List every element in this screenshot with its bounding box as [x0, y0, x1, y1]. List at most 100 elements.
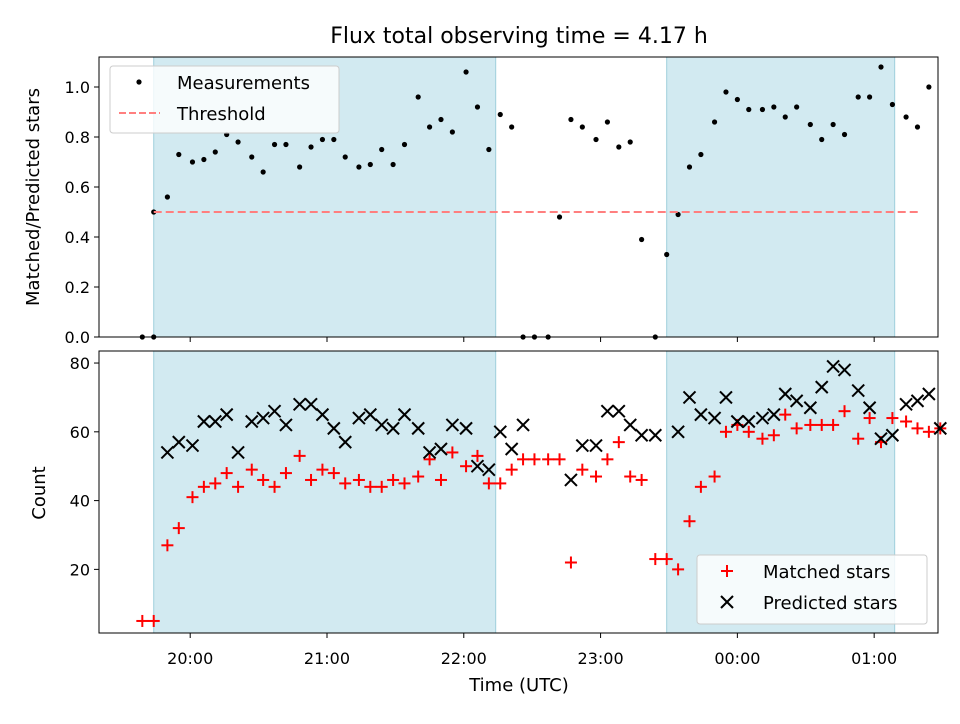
measurements-point	[819, 136, 825, 143]
matched-stars-point	[197, 480, 210, 493]
measurements-point	[379, 146, 385, 153]
predicted-stars-point	[304, 397, 318, 412]
predicted-stars-point	[648, 428, 663, 442]
measurements-point	[486, 146, 492, 153]
measurements-point	[914, 124, 921, 130]
measurements-point	[593, 136, 599, 143]
matched-stars-point	[719, 425, 732, 438]
measurements-point	[401, 141, 408, 148]
predicted-stars-point	[397, 407, 412, 422]
measurements-point	[474, 104, 481, 110]
x-tick-label: 01:00	[851, 649, 897, 668]
matched-stars-point	[446, 446, 459, 459]
legend-predicted-marker	[720, 595, 734, 609]
matched-stars-point	[815, 418, 828, 431]
measurements-point	[556, 214, 563, 220]
predicted-stars-point	[292, 397, 307, 412]
measurements-point	[759, 106, 766, 113]
measurements-point	[235, 139, 241, 145]
predicted-stars-point	[374, 418, 389, 432]
measurements-point	[723, 89, 729, 95]
measurements-point	[627, 139, 633, 145]
matched-stars-point	[553, 453, 566, 466]
matched-stars-point	[576, 463, 589, 476]
predicted-stars-point	[815, 380, 829, 394]
predicted-stars-point	[922, 387, 936, 401]
top-y-tick-label: 1.0	[65, 78, 90, 97]
predicted-stars-point	[778, 387, 792, 401]
predicted-stars-point	[434, 442, 448, 456]
measurements-point	[509, 124, 515, 130]
matched-stars-point	[635, 473, 648, 486]
predicted-stars-point	[719, 390, 733, 405]
measurements-point	[212, 149, 218, 155]
matched-stars-point	[186, 491, 199, 504]
predicted-stars-point	[231, 445, 245, 460]
measurements-point	[734, 96, 740, 103]
top-y-tick-label: 0.8	[65, 128, 90, 147]
predicted-stars-point	[327, 421, 341, 436]
matched-stars-point	[922, 425, 935, 438]
matched-stars-point	[161, 539, 174, 552]
matched-stars-point	[482, 477, 495, 490]
measurements-point	[463, 69, 469, 75]
measurements-point	[841, 131, 848, 138]
predicted-stars-point	[707, 411, 722, 425]
matched-stars-point	[911, 422, 924, 435]
predicted-stars-point	[352, 411, 366, 425]
predicted-stars-point	[386, 421, 400, 436]
predicted-stars-point	[256, 411, 270, 425]
matched-stars-point	[209, 477, 222, 490]
matched-stars-point	[863, 412, 876, 425]
bottom-y-tick-label: 60	[70, 423, 90, 442]
measurements-point	[497, 111, 503, 118]
predicted-stars-point	[459, 421, 473, 436]
predicted-stars-point	[411, 421, 425, 436]
measurements-point	[367, 161, 373, 168]
matched-stars-point	[590, 470, 603, 483]
predicted-stars-point	[338, 435, 352, 449]
bottom-legend: Matched stars Predicted stars	[696, 554, 928, 625]
predicted-stars-point	[851, 383, 865, 398]
measurements-point	[297, 164, 303, 170]
matched-stars-point	[756, 432, 769, 445]
matched-stars-point	[517, 453, 530, 466]
predicted-stars-point	[862, 401, 877, 415]
predicted-stars-point	[575, 438, 590, 453]
predicted-stars-point	[933, 421, 947, 436]
measurements-point	[260, 169, 266, 175]
predicted-stars-point	[197, 414, 211, 429]
top-panel-frame	[98, 56, 939, 338]
measurements-point	[308, 144, 314, 150]
top-y-tick-label: 0.4	[65, 228, 90, 247]
predicted-stars-point	[185, 438, 200, 453]
predicted-stars-point	[803, 401, 818, 415]
legend-threshold-label: Threshold	[176, 104, 266, 125]
predicted-stars-point	[837, 363, 852, 377]
measurements-point	[698, 151, 704, 158]
top-y-tick-label: 0.2	[65, 278, 90, 297]
measurements-point	[807, 121, 813, 128]
predicted-stars-point	[445, 418, 460, 432]
top-panel: 0.0 0.2 0.4 0.6 0.8 1.0 Matched/Predicted sta…	[23, 56, 939, 347]
measurements-point	[438, 116, 444, 123]
matched-stars-point	[528, 453, 541, 466]
x-tick-label: 23:00	[578, 649, 624, 668]
matched-stars-point	[827, 418, 840, 431]
predicted-stars-point	[623, 418, 637, 432]
matched-stars-point	[220, 467, 233, 480]
predicted-stars-point	[470, 459, 485, 473]
matched-stars-point	[398, 477, 411, 490]
matched-stars-point	[852, 432, 865, 445]
matched-stars-point	[423, 453, 436, 466]
matched-stars-point	[339, 477, 352, 490]
measurements-point	[664, 251, 670, 258]
bottom-y-tick-label: 20	[70, 560, 90, 579]
matched-stars-point	[232, 480, 245, 493]
predicted-stars-point	[160, 445, 175, 460]
matched-stars-point	[305, 473, 318, 486]
measurements-point	[283, 141, 289, 148]
matched-stars-point	[742, 425, 755, 438]
